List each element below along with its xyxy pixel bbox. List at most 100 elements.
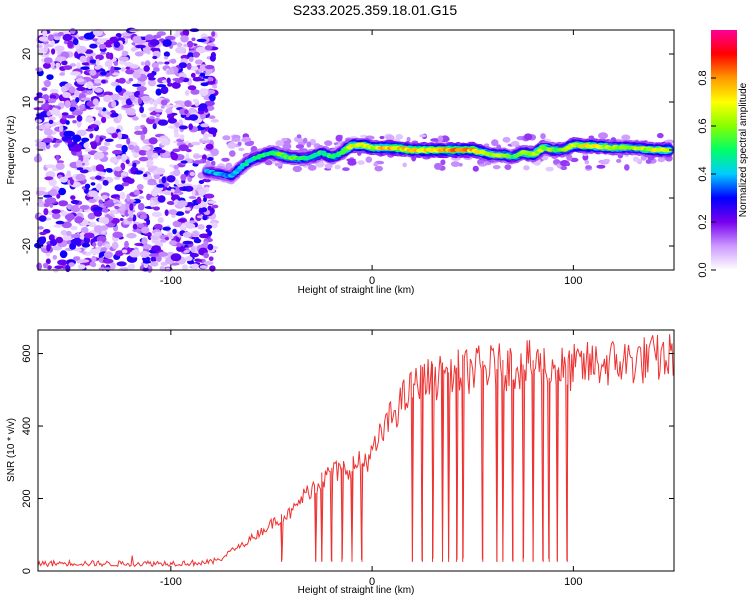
snr-chart: -100 0 100 0 200 400 600 Height of straight l…	[6, 329, 675, 596]
noise-speck	[211, 31, 216, 37]
noise-speck	[157, 195, 166, 203]
noise-speck	[307, 164, 317, 171]
noise-speck	[365, 156, 373, 163]
y-tick-label: 10	[21, 96, 33, 108]
noise-speck	[94, 210, 102, 217]
noise-speck	[210, 119, 219, 123]
noise-speck	[179, 134, 185, 140]
noise-speck	[75, 78, 85, 83]
noise-speck	[67, 139, 73, 145]
noise-speck	[200, 123, 209, 128]
noise-speck	[227, 142, 237, 149]
noise-speck	[173, 164, 179, 170]
noise-speck	[84, 49, 94, 54]
noise-speck	[565, 162, 571, 166]
noise-speck	[125, 80, 131, 84]
noise-speck	[140, 61, 145, 66]
noise-speck	[156, 84, 166, 88]
noise-speck	[126, 137, 131, 145]
noise-speck	[64, 100, 71, 108]
noise-speck	[113, 176, 121, 180]
noise-speck	[192, 51, 200, 58]
noise-speck	[63, 65, 73, 70]
noise-speck	[128, 78, 134, 82]
noise-speck	[324, 163, 333, 169]
noise-speck	[162, 39, 172, 47]
noise-speck	[143, 65, 150, 72]
noise-speck	[112, 72, 120, 76]
noise-speck	[154, 108, 164, 113]
noise-speck	[153, 231, 163, 237]
noise-speck	[45, 164, 56, 169]
noise-speck	[147, 182, 158, 186]
noise-speck	[113, 61, 119, 66]
noise-speck	[64, 213, 75, 221]
noise-speck	[92, 242, 97, 248]
noise-speck	[36, 262, 42, 271]
noise-speck	[42, 29, 48, 37]
noise-speck	[103, 251, 113, 259]
noise-speck	[275, 140, 285, 147]
noise-speck	[110, 262, 116, 270]
noise-speck	[161, 176, 167, 184]
noise-speck	[198, 259, 203, 263]
noise-speck	[141, 113, 147, 118]
noise-speck	[98, 145, 109, 152]
noise-speck	[150, 261, 159, 267]
noise-speck	[182, 264, 188, 271]
noise-speck	[95, 183, 102, 191]
noise-speck	[139, 88, 144, 96]
y-tick-label: 20	[21, 48, 33, 60]
noise-speck	[208, 115, 216, 119]
noise-speck	[132, 116, 139, 121]
noise-speck	[92, 38, 99, 42]
noise-speck	[150, 189, 159, 197]
noise-speck	[156, 149, 166, 154]
noise-speck	[53, 109, 61, 117]
noise-speck	[75, 97, 80, 103]
noise-speck	[106, 111, 112, 115]
noise-speck	[133, 170, 144, 175]
noise-speck	[118, 77, 126, 84]
noise-speck	[152, 34, 162, 39]
noise-speck	[79, 105, 84, 111]
noise-speck	[100, 247, 108, 252]
noise-speck	[379, 135, 385, 140]
noise-speck	[76, 75, 84, 79]
noise-speck	[170, 188, 175, 193]
noise-speck	[207, 205, 212, 211]
noise-speck	[139, 81, 146, 86]
noise-speck	[205, 64, 215, 70]
noise-speck	[120, 135, 129, 139]
noise-speck	[148, 137, 158, 145]
noise-speck	[38, 36, 50, 42]
noise-speck	[175, 46, 186, 54]
noise-speck	[152, 55, 158, 60]
noise-speck	[45, 258, 51, 265]
noise-speck	[56, 193, 61, 199]
noise-speck	[149, 39, 160, 46]
noise-speck	[211, 222, 218, 229]
noise-speck	[51, 209, 61, 214]
noise-speck	[93, 156, 100, 160]
noise-speck	[168, 240, 178, 246]
x-tick-label: 0	[369, 275, 375, 287]
noise-speck	[199, 265, 208, 269]
noise-speck	[402, 162, 407, 168]
noise-speck	[117, 113, 123, 121]
noise-speck	[167, 82, 173, 87]
noise-speck	[197, 110, 205, 115]
noise-speck	[199, 88, 209, 96]
noise-speck	[199, 72, 206, 77]
noise-speck	[126, 193, 131, 202]
noise-speck	[124, 240, 129, 249]
noise-speck	[72, 38, 79, 46]
noise-speck	[43, 79, 51, 88]
noise-speck	[114, 166, 122, 172]
noise-speck	[198, 103, 208, 111]
noise-speck	[182, 240, 194, 245]
noise-speck	[172, 228, 177, 235]
noise-speck	[36, 44, 43, 49]
y-tick-label: 200	[21, 489, 33, 507]
noise-speck	[118, 56, 129, 62]
